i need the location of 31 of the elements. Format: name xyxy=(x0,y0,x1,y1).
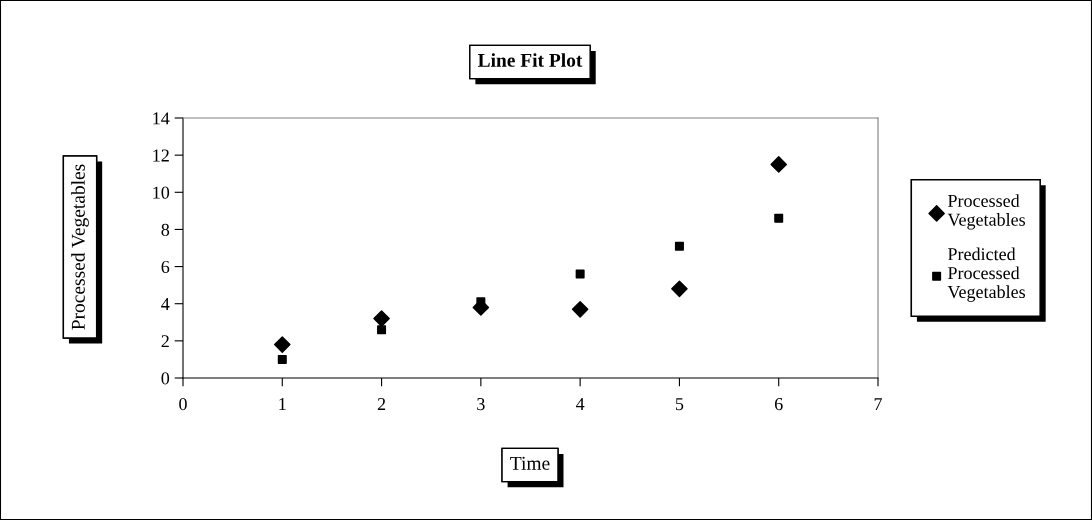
point xyxy=(674,241,684,251)
point xyxy=(774,213,784,223)
legend-label: Predicted Processed Vegetables xyxy=(947,247,1026,302)
point xyxy=(273,336,291,353)
x-tick-label: 1 xyxy=(279,398,286,410)
y-tick-label: 6 xyxy=(161,260,170,274)
point xyxy=(571,300,589,318)
x-tick-label: 5 xyxy=(675,398,684,411)
y-tick-label: 14 xyxy=(153,112,170,125)
point xyxy=(277,354,287,364)
x-tick-label: 2 xyxy=(377,398,386,410)
point xyxy=(671,280,688,298)
y-tick-label: 2 xyxy=(161,335,169,348)
y-tick-label: 0 xyxy=(161,372,170,385)
point xyxy=(373,310,390,327)
y-tick-label: 12 xyxy=(153,149,169,162)
chart-title: Line Fit Plot xyxy=(477,53,583,67)
legend-label: Processed Vegetables xyxy=(947,194,1026,230)
x-tick-label: 6 xyxy=(774,398,783,411)
x-tick-label: 0 xyxy=(179,397,187,411)
y-tick-label: 10 xyxy=(153,186,170,199)
x-tick-label: 3 xyxy=(477,398,485,411)
y-axis-title: Processed Vegetables xyxy=(71,164,89,330)
x-tick-label: 4 xyxy=(575,398,585,410)
point xyxy=(575,269,585,279)
point xyxy=(377,325,387,335)
y-tick-label: 8 xyxy=(161,223,170,236)
point xyxy=(770,156,788,173)
y-tick-label: 4 xyxy=(161,298,170,310)
x-tick-label: 7 xyxy=(874,398,882,410)
x-axis-title: Time xyxy=(510,456,550,470)
